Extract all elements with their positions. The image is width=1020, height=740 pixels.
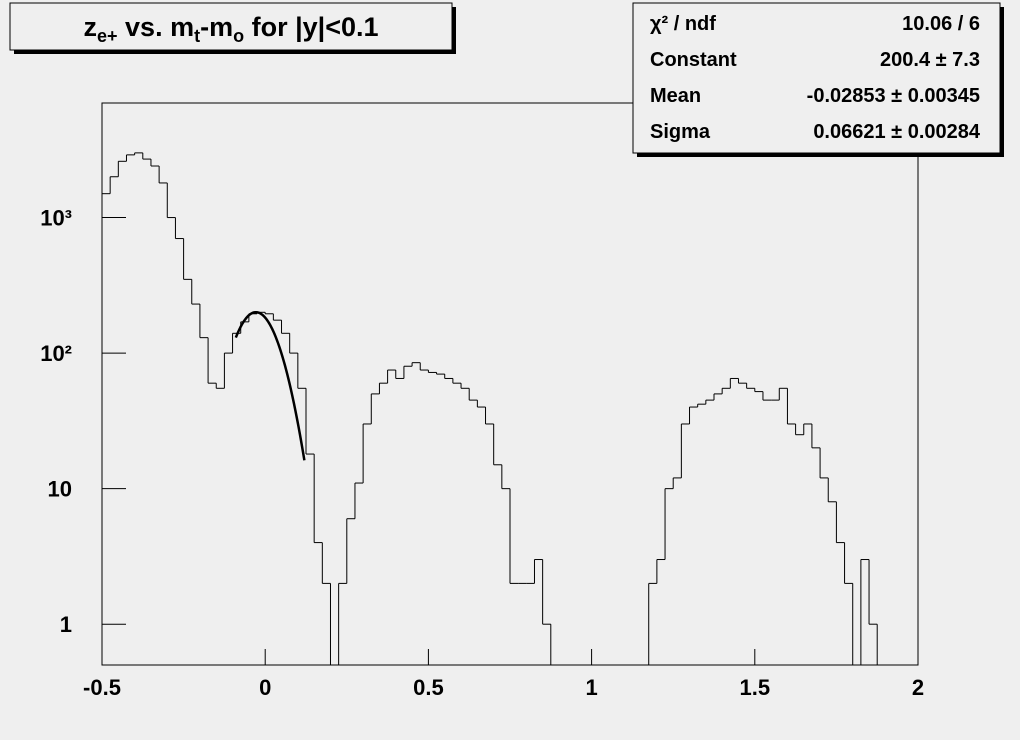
fit-curve (234, 310, 306, 461)
stats-value: 10.06 / 6 (902, 13, 980, 35)
stats-label: Mean (650, 85, 701, 107)
stats-box (632, 2, 1001, 154)
x-tick-label: 0 (259, 675, 271, 700)
chart-title: ze+ vs. mt-mo for |y|<0.1 (84, 12, 379, 46)
x-tick-label: 1.5 (740, 675, 771, 700)
stats-value: 200.4 ± 7.3 (880, 49, 980, 71)
x-tick-label: 2 (912, 675, 924, 700)
title-text: -m (200, 12, 233, 42)
stats-label: Constant (650, 49, 737, 71)
y-tick-label: 10² (40, 341, 72, 366)
title-text: vs. m (118, 12, 195, 42)
stats-label: Sigma (650, 121, 711, 143)
title-text: z (84, 12, 98, 42)
x-tick-label: 0.5 (413, 675, 444, 700)
y-tick-label: 10 (48, 477, 72, 502)
title-subscript: e+ (97, 26, 118, 46)
stats-value: 0.06621 ± 0.00284 (813, 121, 981, 143)
x-tick-label: 1 (585, 675, 597, 700)
title-box (9, 2, 453, 51)
title-subscript: t (194, 26, 200, 46)
title-subscript: o (233, 26, 244, 46)
title-text: for |y|<0.1 (244, 12, 378, 42)
y-tick-label: 10³ (40, 206, 72, 231)
y-tick-label: 1 (60, 612, 72, 637)
stats-value: -0.02853 ± 0.00345 (807, 85, 980, 107)
x-tick-label: -0.5 (83, 675, 121, 700)
stats-label: χ² / ndf (650, 13, 716, 35)
